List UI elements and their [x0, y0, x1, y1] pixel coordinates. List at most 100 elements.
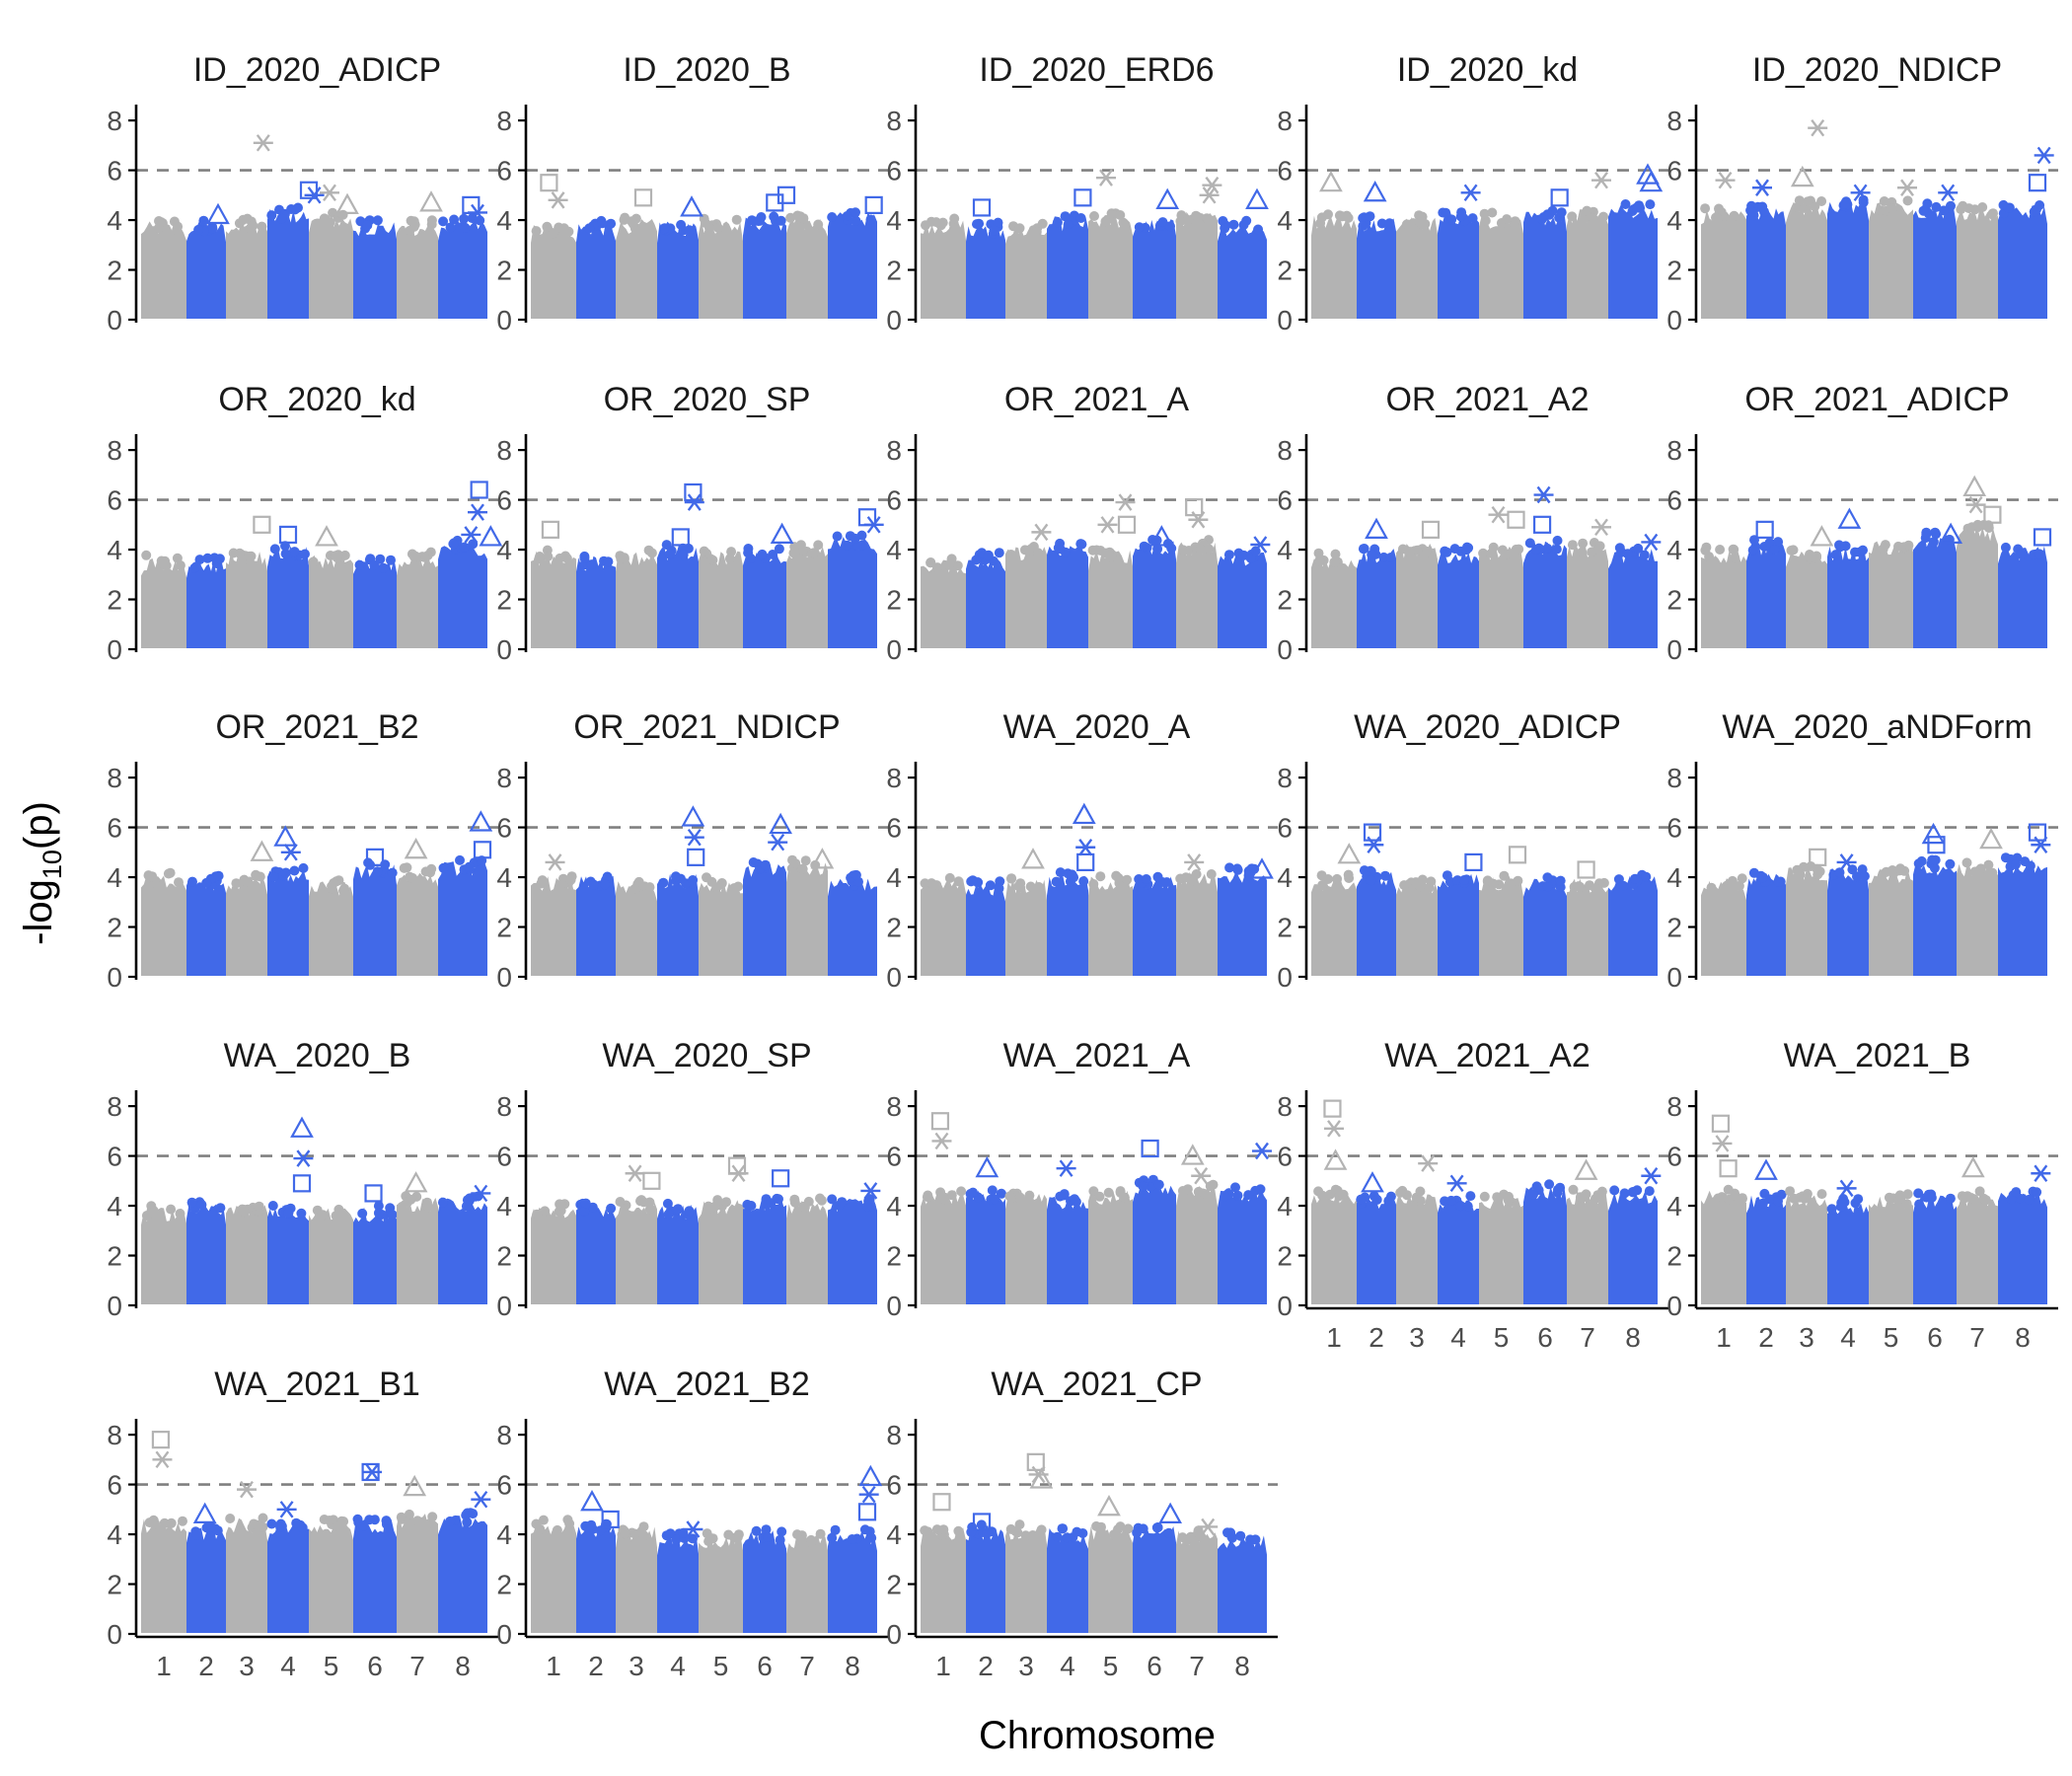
chromosome-band — [1827, 546, 1869, 648]
snp-point — [268, 871, 279, 882]
chromosome-band — [1176, 542, 1218, 648]
snp-point — [531, 226, 542, 237]
y-tick-label: 8 — [1666, 435, 1682, 466]
peak-marker — [1836, 853, 1857, 871]
y-tick-label: 2 — [1666, 256, 1682, 286]
snp-point — [1588, 213, 1598, 224]
snp-point — [1859, 871, 1870, 881]
snp-point — [1055, 867, 1066, 878]
snp-point — [588, 879, 599, 890]
chromosome-band — [699, 882, 743, 976]
y-tick-label: 2 — [496, 1241, 512, 1272]
y-tick-label: 2 — [107, 1570, 122, 1600]
snp-point — [1182, 215, 1193, 225]
facet-panel: ID_2020_ERD6 0 2 4 6 8 — [886, 51, 1278, 335]
snp-point — [638, 1530, 649, 1541]
snp-point — [774, 544, 784, 555]
y-tick-label: 0 — [107, 962, 122, 993]
y-tick-label: 2 — [886, 913, 902, 943]
snp-point — [1789, 1193, 1800, 1204]
y-tick-label: 8 — [886, 435, 902, 466]
snp-point — [460, 222, 471, 233]
snp-point — [1479, 1191, 1490, 1202]
snp-point — [1078, 876, 1089, 887]
snp-point — [776, 215, 786, 226]
chromosome-band — [1786, 551, 1827, 648]
snp-point — [144, 1517, 155, 1528]
snp-point — [1987, 209, 1998, 220]
snp-point — [1879, 196, 1889, 206]
chromosome-band — [309, 1517, 353, 1633]
snp-point — [1076, 539, 1087, 550]
chromosome-band — [1998, 546, 2047, 648]
snp-point — [196, 1200, 207, 1210]
snp-point — [213, 870, 224, 881]
chromosome-band — [576, 1523, 616, 1633]
snp-point — [258, 1513, 268, 1523]
snp-point — [1055, 1191, 1066, 1202]
chromosome-band — [1746, 541, 1786, 648]
panel-title: WA_2020_B — [224, 1037, 411, 1074]
snp-point — [269, 544, 280, 555]
snp-point — [757, 549, 768, 559]
chromosome-band — [576, 555, 616, 648]
y-tick-label: 6 — [496, 813, 512, 844]
snp-point — [426, 215, 437, 226]
y-tick-label: 6 — [496, 156, 512, 186]
peak-marker — [1711, 1114, 1731, 1133]
panel-title: OR_2021_A2 — [1385, 381, 1589, 418]
facet-panel: OR_2021_A2 0 2 4 6 8 — [1277, 381, 1668, 665]
snp-point — [775, 1534, 785, 1545]
snp-point — [1712, 213, 1723, 224]
peak-marker — [860, 1182, 881, 1200]
snp-point — [1152, 871, 1163, 882]
y-tick-label: 8 — [107, 106, 122, 136]
snp-point — [996, 1188, 1006, 1199]
peak-marker — [2034, 146, 2054, 165]
x-tick-label: 4 — [670, 1651, 686, 1681]
snp-point — [1587, 547, 1597, 557]
chromosome-band — [1608, 549, 1658, 648]
peak-marker — [1141, 1139, 1159, 1158]
peak-marker — [468, 503, 487, 521]
chromosome-band — [397, 1197, 438, 1304]
chromosome-band — [1827, 1200, 1869, 1304]
chromosome-band — [1396, 1193, 1438, 1304]
snp-point — [174, 877, 184, 888]
panel-title: WA_2021_B1 — [214, 1366, 420, 1403]
y-tick-label: 6 — [886, 1470, 902, 1501]
snp-point — [2000, 852, 2011, 863]
snp-point — [1729, 210, 1739, 221]
snp-point — [1894, 1190, 1905, 1201]
snp-point — [1737, 873, 1747, 884]
snp-point — [1903, 540, 1914, 551]
snp-point — [1220, 223, 1230, 234]
x-tick-label: 7 — [1969, 1322, 1985, 1353]
snp-point — [1366, 875, 1376, 886]
snp-point — [1614, 543, 1625, 554]
snp-point — [561, 554, 572, 563]
y-tick-label: 2 — [886, 1570, 902, 1600]
snp-point — [1235, 1530, 1246, 1541]
y-tick-label: 0 — [1666, 634, 1682, 665]
snp-point — [952, 560, 963, 571]
y-tick-label: 2 — [496, 585, 512, 616]
snp-point — [1799, 1193, 1810, 1204]
peak-marker — [469, 810, 493, 832]
chromosome-band — [1133, 1525, 1176, 1633]
y-tick-label: 8 — [107, 1420, 122, 1450]
snp-point — [684, 1206, 695, 1217]
chromosome-band — [1608, 1190, 1658, 1304]
snp-point — [1445, 1195, 1456, 1206]
snp-point — [381, 1516, 392, 1526]
snp-point — [244, 551, 255, 561]
snp-point — [1356, 1194, 1367, 1205]
y-tick-label: 6 — [107, 485, 122, 516]
peak-marker — [276, 1501, 297, 1518]
snp-point — [1553, 1184, 1563, 1195]
snp-point — [1764, 538, 1775, 548]
snp-point — [866, 1532, 877, 1543]
y-tick-label: 6 — [1277, 813, 1293, 844]
